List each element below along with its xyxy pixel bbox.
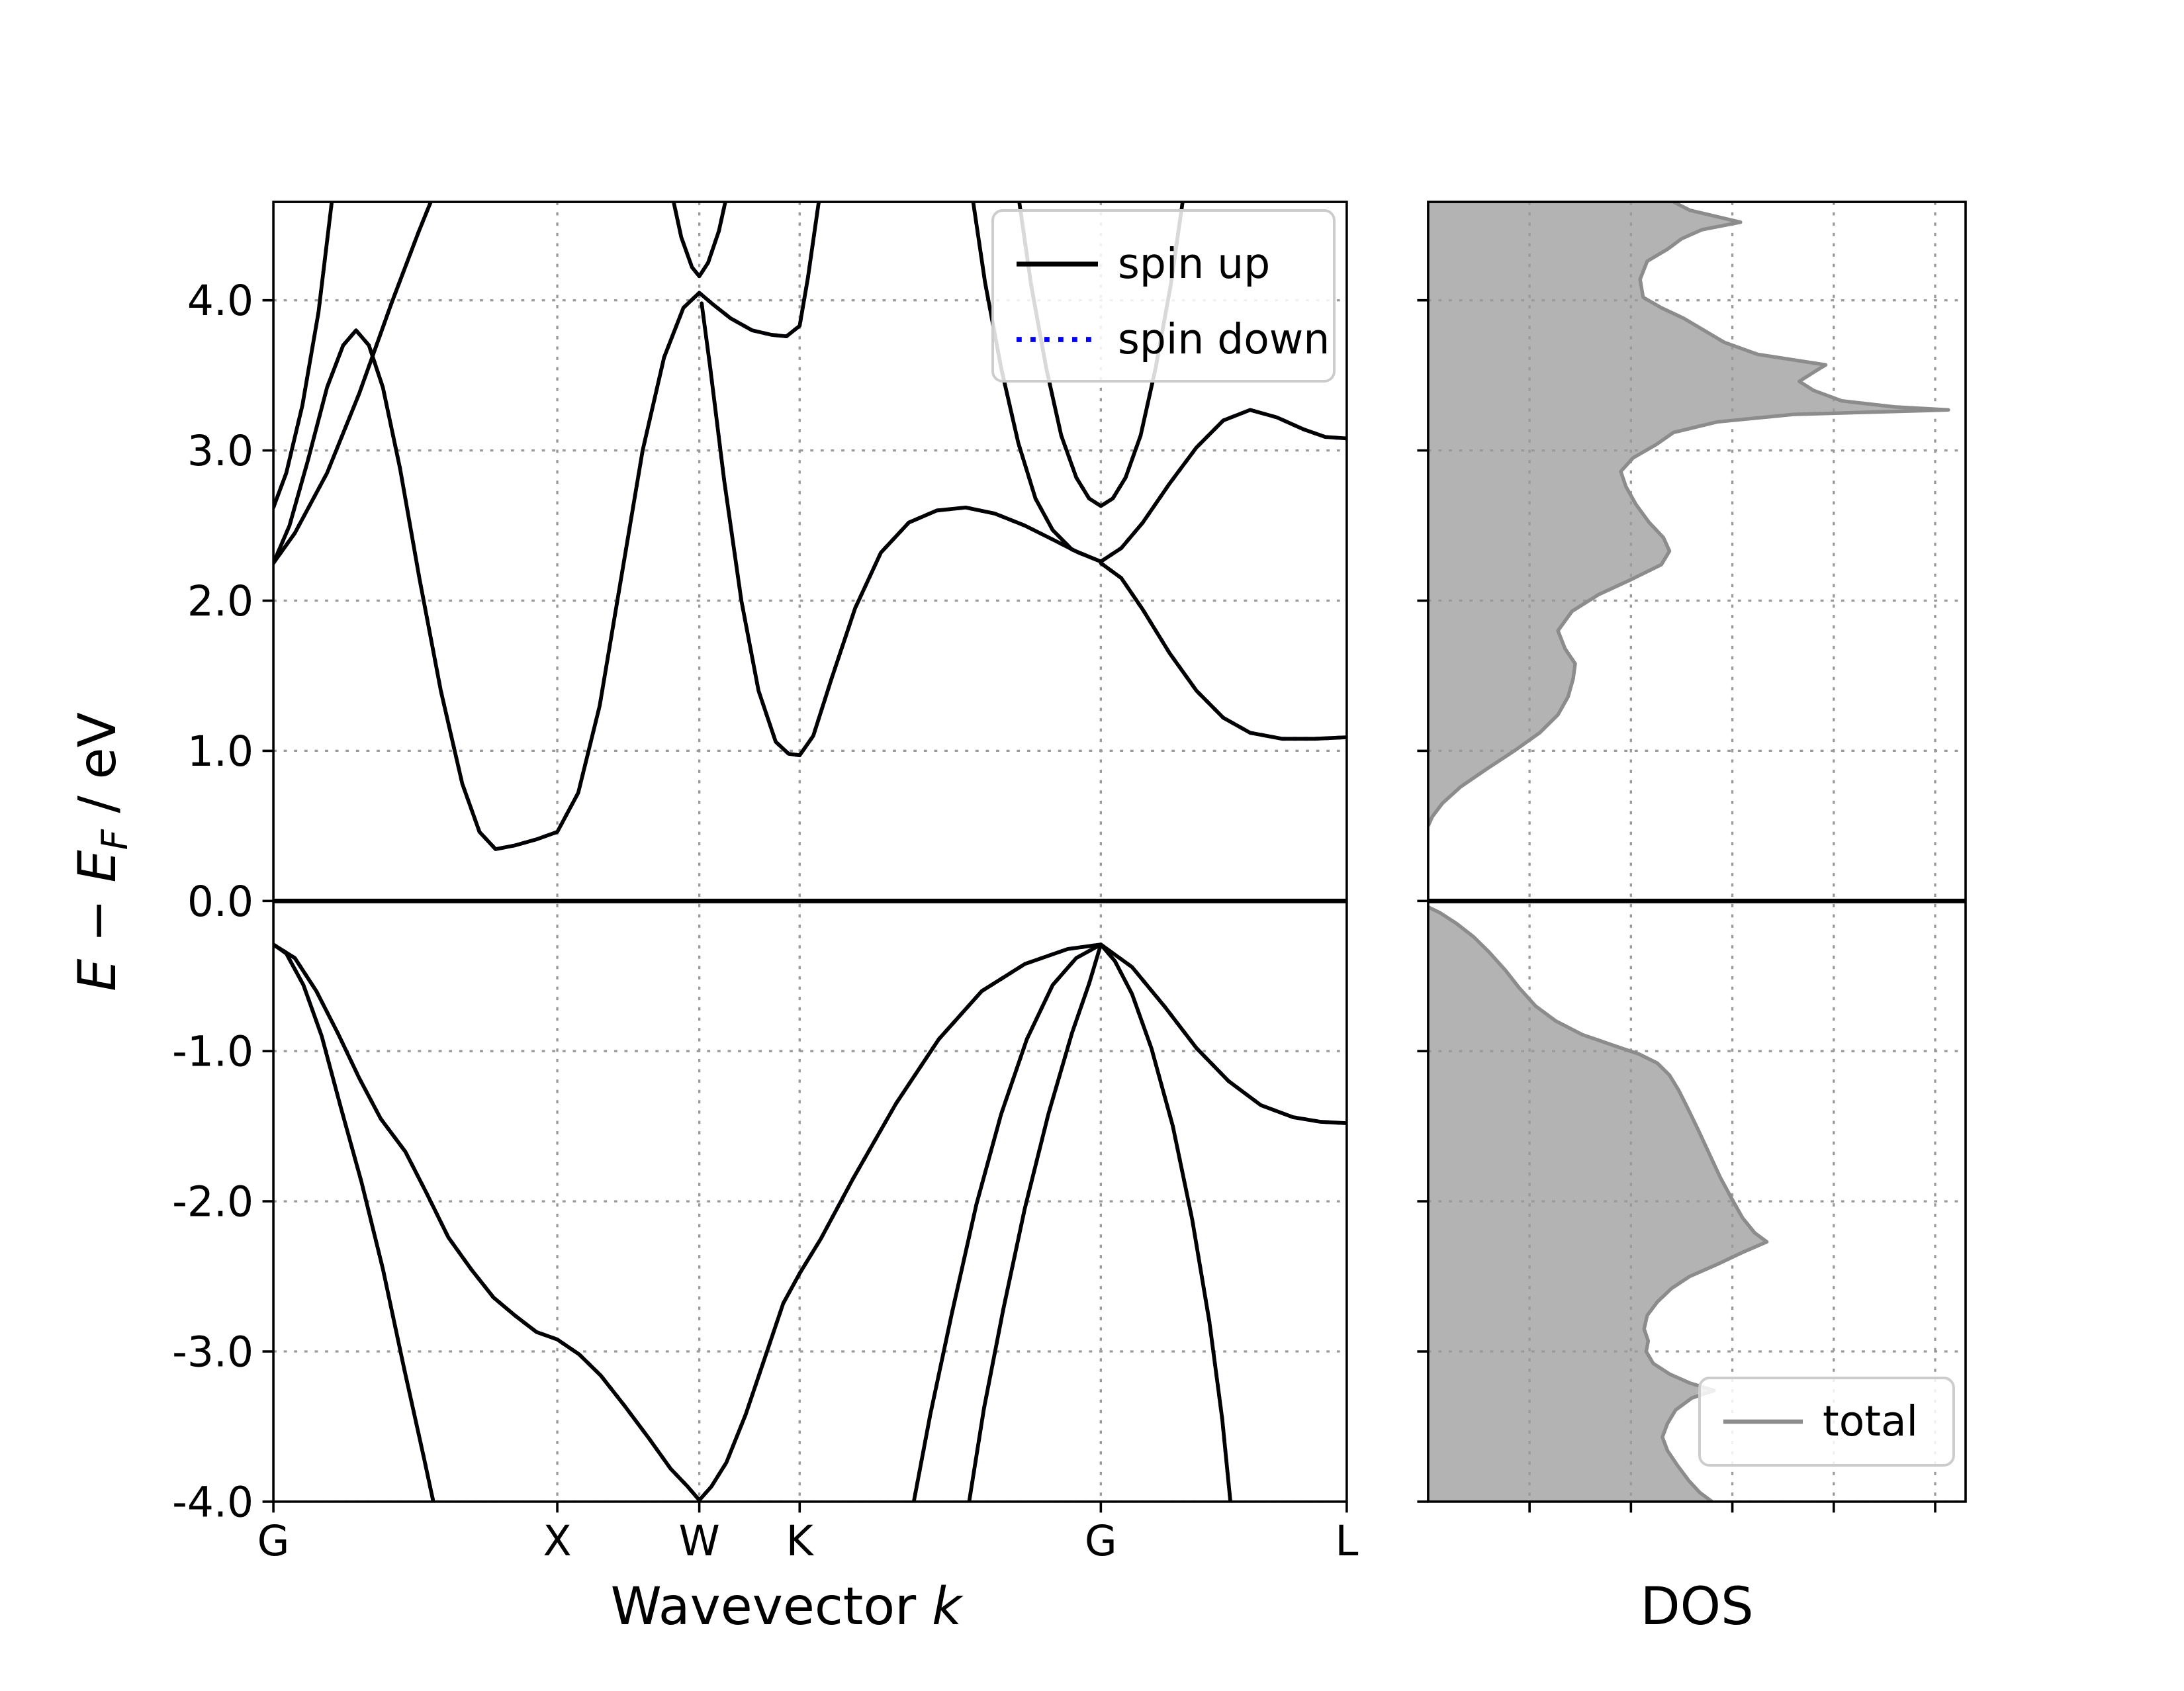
band-spin-up-conduction-lambda-lower [1099, 561, 1347, 741]
band-spin-down-valence-delta5 [273, 942, 1101, 1502]
xtick-label-W-2: W [678, 1517, 719, 1565]
band-spin-up-conduction-k-valley [700, 301, 1103, 758]
ytick-label-3.0: 3.0 [187, 427, 253, 475]
band-spin-down-conduction-gamma1 [273, 202, 334, 508]
legend-spin-frame [991, 209, 1336, 383]
band-spin-down-conduction-lambda-lower [1099, 561, 1347, 741]
dos-axis-label: DOS [1641, 1577, 1754, 1637]
legend-total-label: total [1823, 1397, 1918, 1445]
band-spin-up-conduction-main [273, 202, 821, 851]
band-spin-up-conduction-gamma2-exit [273, 202, 433, 565]
band-spin-up-conduction-gamma1 [273, 202, 334, 510]
dos-outline-total-valence [1428, 905, 1769, 1502]
axes-ticks-layer [262, 298, 1936, 1513]
y-axis-label: E − EF / eV [68, 712, 136, 991]
x-axis-label: Wavevector k [611, 1577, 964, 1637]
dos-outline-total-conduction [1428, 202, 1950, 827]
ytick-label-4.0: 4.0 [187, 277, 253, 325]
band-spin-up-valence-gamma-steep [273, 942, 435, 1502]
y-axis-label-unit: / eV [68, 712, 128, 829]
band-spin-up-conduction-lambda-upper [1099, 408, 1347, 564]
axes-spines-layer [272, 201, 1967, 1503]
xtick-label-K-3: K [786, 1517, 815, 1565]
xtick-label-L-5: L [1335, 1517, 1358, 1565]
panel-frame-band [272, 201, 1348, 1503]
band-spin-down-valence-lambda-steep [1099, 943, 1232, 1502]
band-spin-up-valence-lambda-light [1099, 942, 1347, 1125]
xtick-label-G-4: G [1085, 1517, 1117, 1565]
dos-area-total-conduction [1428, 202, 1948, 826]
panel-frame-dos [1427, 201, 1967, 1503]
legend-spin-up-label: spin up [1118, 240, 1270, 288]
ytick-label-2.0: 2.0 [187, 577, 253, 625]
y-axis-label-sub: F [94, 829, 136, 850]
xtick-label-X-1: X [543, 1517, 571, 1565]
band-spin-up-valence-sigma-a [911, 942, 1103, 1502]
x-axis-label-main: Wavevector [611, 1577, 917, 1637]
band-spin-down-valence-gamma-steep [273, 942, 435, 1502]
legend-total: total [1698, 1377, 1955, 1467]
dos-area-total-valence [1428, 907, 1767, 1502]
xtick-label-G-0: G [257, 1517, 290, 1565]
tick-label-layer: 4.03.02.01.00.0-1.0-2.0-3.0-4.0G X W K G L [172, 277, 1358, 1565]
y-axis-label-main: E − E [68, 850, 128, 991]
band-spin-down-valence-sigma-b [967, 944, 1103, 1502]
ytick-label--3.0: -3.0 [172, 1328, 253, 1377]
band-spin-up-valence-lambda-steep [1099, 942, 1232, 1502]
ytick-label--1.0: -1.0 [172, 1028, 253, 1076]
band-spin-up-valence-delta5 [273, 942, 1103, 1502]
dos-fill-layer [1428, 202, 1948, 1502]
ytick-label-0.0: 0.0 [187, 878, 253, 926]
band-spin-up-conduction-sigma-steep [971, 202, 1103, 564]
ytick-label-1.0: 1.0 [187, 727, 253, 776]
ytick-label--4.0: -4.0 [172, 1478, 253, 1526]
legend-total-frame [1698, 1377, 1955, 1467]
band-lines-layer [273, 202, 1347, 1502]
x-axis-label-k: k [932, 1577, 964, 1637]
dos-edge-layer [1428, 202, 1950, 1502]
legend-spin: spin up spin down [991, 209, 1336, 383]
legend-spin-down-label: spin down [1118, 315, 1330, 363]
ytick-label--2.0: -2.0 [172, 1178, 253, 1226]
band-spin-up-conduction-w-notch [671, 202, 727, 279]
band-spin-up-valence-sigma-b [967, 942, 1103, 1502]
